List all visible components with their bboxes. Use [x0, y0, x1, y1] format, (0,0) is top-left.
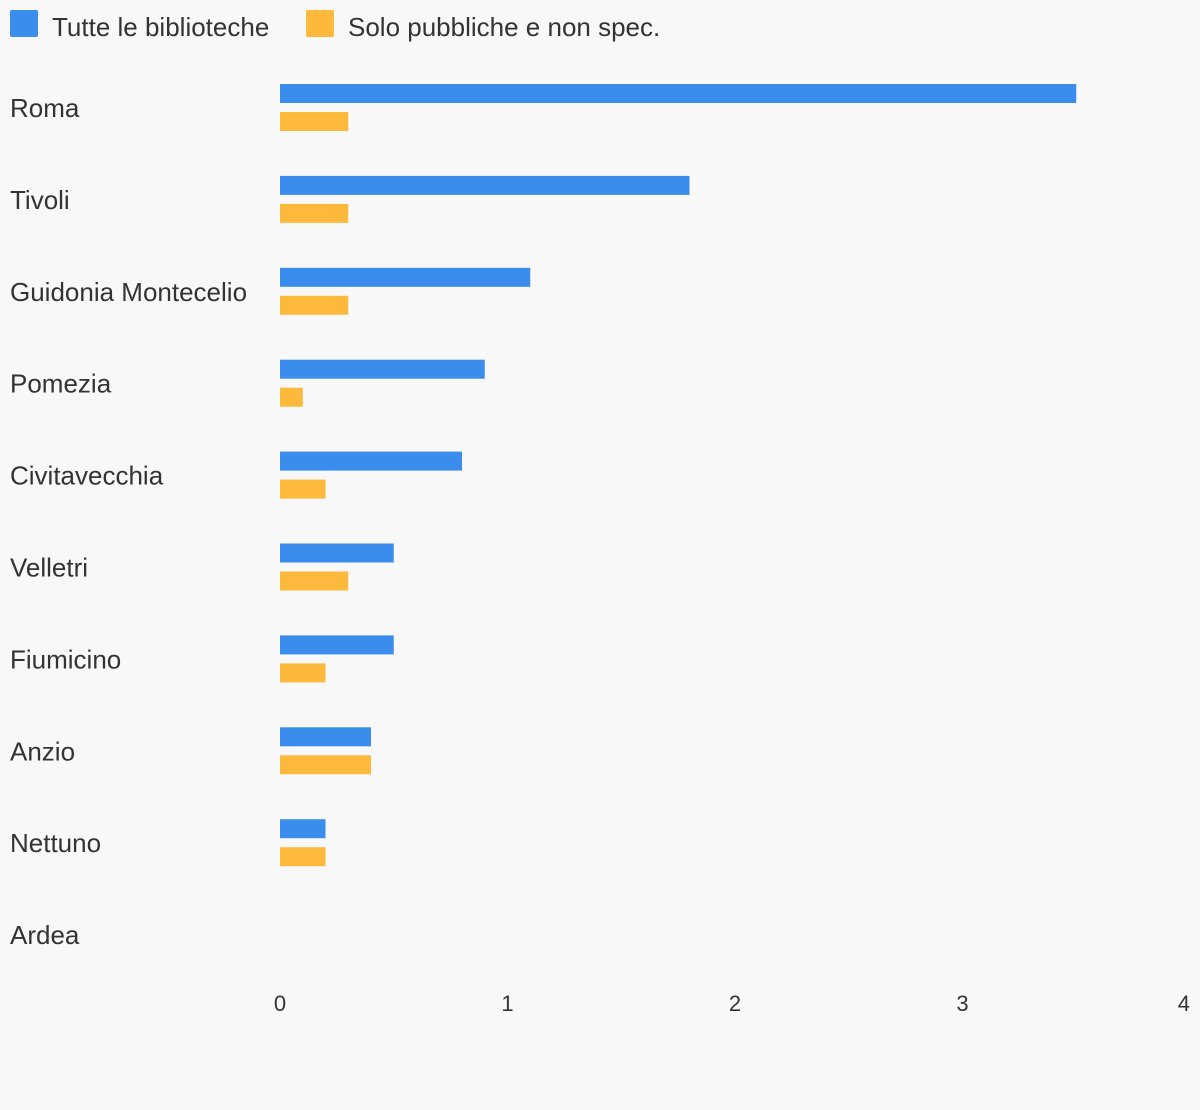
bar-public-libraries-tivoli [280, 203, 349, 223]
category-label-civitavecchia: Civitavecchia [10, 461, 164, 491]
category-labels: Roma Tivoli Guidonia Montecelio Pomezia Civi… [10, 93, 247, 950]
category-label-fiumicino: Fiumicino [10, 644, 121, 674]
bar-all-libraries-pomezia [280, 359, 485, 379]
bar-all-libraries-civitavecchia [280, 451, 462, 471]
category-label-guidonia-montecelio: Guidonia Montecelio [10, 277, 247, 307]
x-tick-label: 0 [274, 991, 286, 1016]
legend-label-public-libraries: Solo pubbliche e non spec. [348, 12, 660, 42]
bar-all-libraries-anzio [280, 727, 371, 747]
x-tick-label: 1 [501, 991, 513, 1016]
bar-all-libraries-fiumicino [280, 635, 394, 655]
bar-all-libraries-guidonia-montecelio [280, 267, 531, 287]
bar-public-libraries-civitavecchia [280, 479, 326, 499]
x-tick-label: 4 [1178, 991, 1190, 1016]
x-tick-label: 2 [729, 991, 741, 1016]
bar-all-libraries-nettuno [280, 819, 326, 839]
bar-public-libraries-nettuno [280, 847, 326, 867]
x-axis-ticks: 0 1 2 3 4 [274, 991, 1190, 1016]
legend: Tutte le biblioteche Solo pubbliche e no… [10, 10, 660, 42]
bar-public-libraries-guidonia-montecelio [280, 295, 349, 315]
bar-public-libraries-roma [280, 112, 349, 131]
category-label-ardea: Ardea [10, 920, 80, 950]
bars [280, 84, 1077, 867]
category-label-nettuno: Nettuno [10, 828, 101, 858]
bar-all-libraries-roma [280, 84, 1077, 103]
category-label-tivoli: Tivoli [10, 185, 70, 215]
x-tick-label: 3 [956, 991, 968, 1016]
bar-public-libraries-velletri [280, 571, 349, 591]
category-label-velletri: Velletri [10, 553, 88, 583]
legend-label-all-libraries: Tutte le biblioteche [52, 12, 269, 42]
legend-swatch-all-libraries [10, 10, 38, 37]
legend-swatch-public-libraries [306, 10, 334, 37]
bar-all-libraries-tivoli [280, 175, 690, 195]
bar-public-libraries-anzio [280, 755, 371, 775]
category-label-pomezia: Pomezia [10, 369, 112, 399]
bar-all-libraries-velletri [280, 543, 394, 563]
category-label-anzio: Anzio [10, 736, 75, 766]
category-label-roma: Roma [10, 93, 80, 123]
bar-public-libraries-fiumicino [280, 663, 326, 683]
bar-public-libraries-pomezia [280, 387, 303, 407]
